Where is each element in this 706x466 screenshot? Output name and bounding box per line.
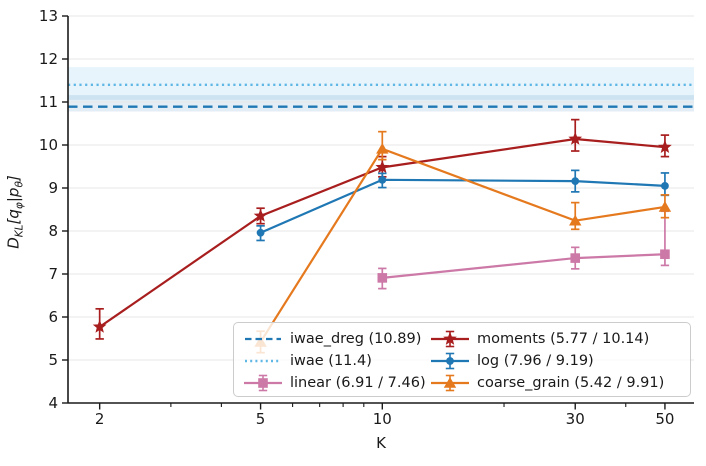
series-log — [256, 169, 670, 242]
x-tick-label: 2 — [95, 410, 105, 428]
errorbar-triangle-icon — [431, 374, 469, 392]
legend-entry-iwae: iwae (11.4) — [244, 350, 421, 372]
errorbar-square-icon — [244, 374, 282, 392]
x-tick-label: 50 — [655, 410, 674, 428]
x-tick-label: 5 — [256, 410, 266, 428]
y-tick-label: 12 — [39, 50, 58, 68]
errorbar-star-icon — [431, 330, 469, 348]
legend-entry-linear: linear (6.91 / 7.46) — [244, 372, 426, 394]
legend-label: moments (5.77 / 10.14) — [477, 331, 650, 347]
dotted-line-icon — [245, 359, 281, 363]
legend-label: iwae_dreg (10.89) — [290, 331, 422, 347]
y-tick-label: 4 — [48, 394, 58, 412]
legend-entry-coarse-grain: coarse_grain (5.42 / 9.91) — [431, 372, 680, 394]
legend-entry-log: log (7.96 / 9.19) — [431, 350, 680, 372]
legend: iwae_dreg (10.89) iwae (11.4) linear (6.91… — [233, 322, 691, 397]
legend-label: iwae (11.4) — [290, 353, 372, 369]
series-moments — [92, 118, 672, 340]
band-iwae — [68, 67, 694, 100]
y-tick-label: 10 — [39, 136, 58, 154]
legend-label: linear (6.91 / 7.46) — [290, 375, 426, 391]
y-tick-label: 6 — [48, 308, 58, 326]
y-axis-ticks: 4 5 6 7 8 9 10 11 12 13 — [39, 7, 68, 412]
x-axis-label: K — [376, 434, 386, 452]
y-axis-label: DKL[qφ|pθ] — [4, 175, 26, 249]
y-tick-label: 13 — [39, 7, 58, 25]
legend-label: coarse_grain (5.42 / 9.91) — [477, 375, 665, 391]
y-tick-label: 5 — [48, 351, 58, 369]
y-tick-label: 11 — [39, 93, 58, 111]
series-coarse-grain — [254, 130, 672, 354]
legend-label: log (7.96 / 9.19) — [477, 353, 594, 369]
series-linear — [377, 210, 670, 290]
x-axis-ticks: 2 5 10 30 50 — [95, 403, 674, 428]
y-tick-label: 7 — [48, 265, 58, 283]
x-tick-label: 30 — [566, 410, 585, 428]
x-tick-label: 10 — [373, 410, 392, 428]
dashed-line-icon — [245, 337, 281, 341]
band-iwae_dreg — [68, 95, 694, 112]
errorbar-circle-icon — [431, 352, 469, 370]
y-tick-label: 9 — [48, 179, 58, 197]
legend-entry-moments: moments (5.77 / 10.14) — [431, 328, 680, 350]
legend-entry-iwae-dreg: iwae_dreg (10.89) — [244, 328, 421, 350]
y-tick-label: 8 — [48, 222, 58, 240]
